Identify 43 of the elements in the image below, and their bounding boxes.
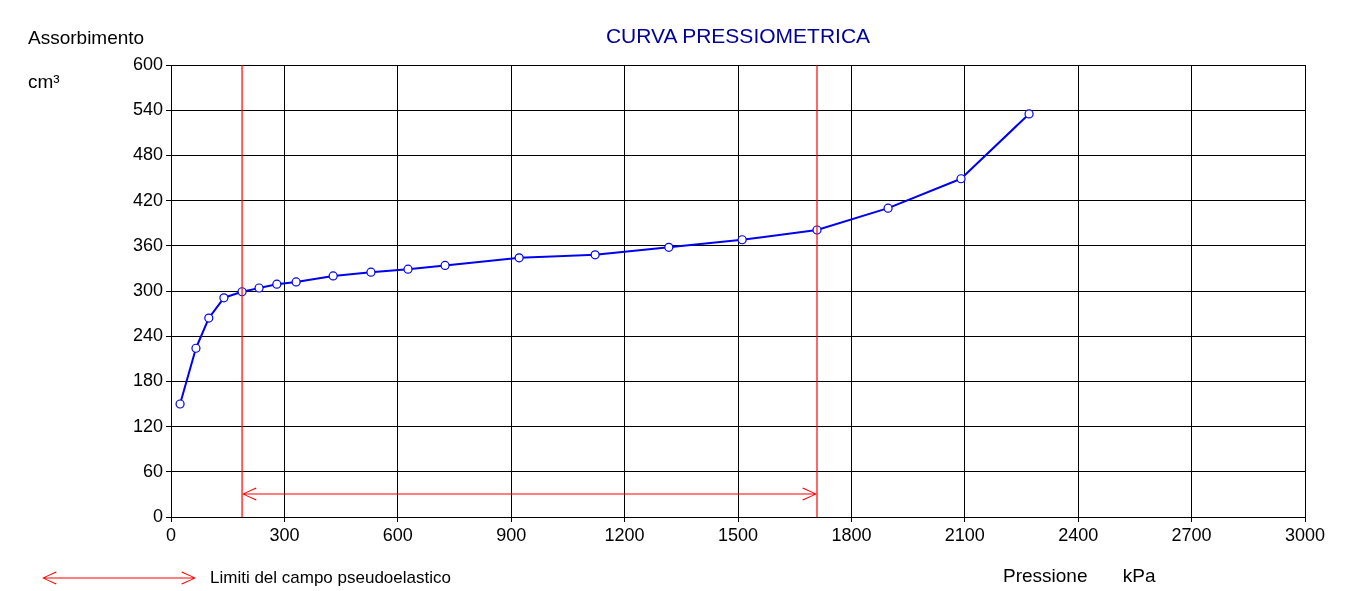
x-tick-label: 2700 (1171, 524, 1212, 545)
point (291, 277, 301, 287)
y-tick-label: 0 (152, 505, 163, 526)
x-tick-label: 2100 (944, 524, 985, 545)
point (191, 343, 201, 353)
x-tick-label: 3000 (1284, 524, 1326, 545)
y-tick-label: 360 (132, 234, 163, 255)
point (514, 253, 524, 263)
x-tick-label: 600 (382, 524, 413, 545)
point (737, 235, 747, 245)
x-axis-title: Pressione kPa (1003, 565, 1156, 587)
point (204, 313, 214, 323)
y-tick-label: 480 (132, 144, 163, 165)
point (366, 267, 376, 277)
point (175, 399, 185, 409)
y-tick-label: 540 (132, 99, 163, 120)
x-tick-label: 2400 (1058, 524, 1099, 545)
y-tick-label: 600 (132, 53, 163, 74)
chart-title: CURVA PRESSIOMETRICA (605, 24, 871, 48)
y-tick-label: 240 (132, 325, 163, 346)
y-tick-label: 180 (132, 370, 163, 391)
x-tick-label: 900 (496, 524, 527, 545)
y-tick-label: 120 (132, 415, 163, 436)
point (254, 283, 264, 293)
x-tick-label: 1500 (717, 524, 759, 545)
x-tick-label: 1200 (604, 524, 645, 545)
point (1024, 109, 1034, 119)
point (883, 203, 893, 213)
x-tick-label: 1800 (831, 524, 872, 545)
x-tick-label: 0 (165, 524, 177, 545)
x-tick-label: 300 (269, 524, 300, 545)
y-tick-label: 420 (132, 189, 163, 210)
point (590, 250, 600, 260)
point (664, 242, 674, 252)
y-tick-label: 60 (142, 460, 163, 481)
point (328, 271, 338, 281)
point (219, 293, 229, 303)
text: Limiti del campo pseudoelastico (210, 568, 451, 588)
point (956, 174, 966, 184)
point (272, 279, 282, 289)
point (403, 264, 413, 274)
y-tick-label: 300 (132, 279, 163, 300)
point (440, 260, 450, 270)
